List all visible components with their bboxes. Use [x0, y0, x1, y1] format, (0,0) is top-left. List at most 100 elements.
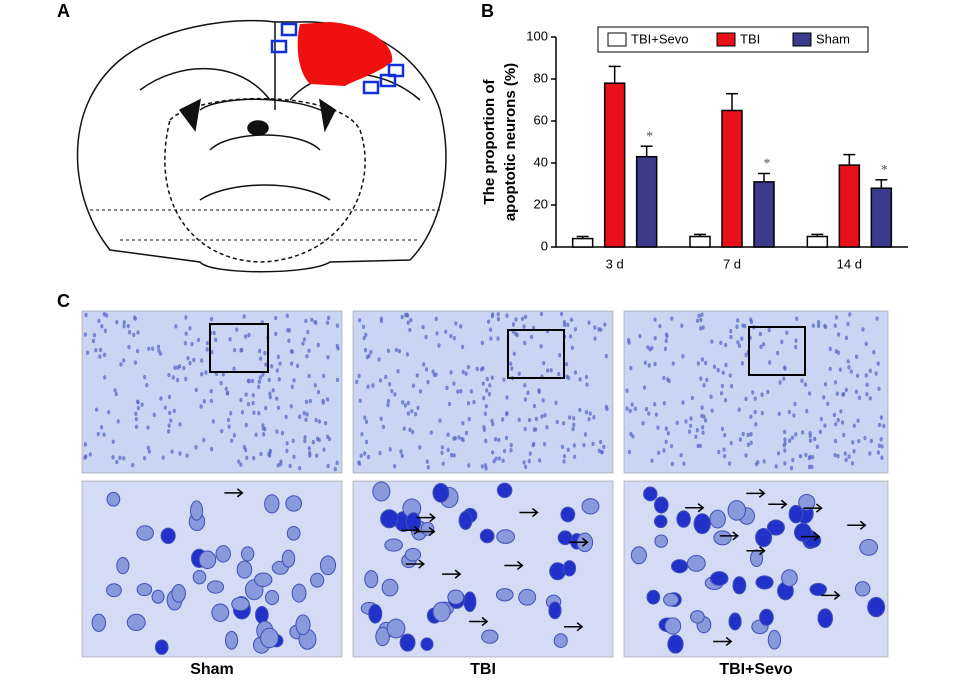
cell	[699, 317, 703, 323]
cell	[646, 345, 650, 350]
cell	[847, 454, 851, 459]
cell	[795, 316, 799, 321]
cell	[749, 432, 753, 437]
neuron	[285, 495, 303, 512]
neuron	[458, 510, 473, 530]
neuron	[496, 529, 516, 544]
cell	[597, 448, 601, 453]
cell	[244, 422, 248, 428]
cell	[167, 429, 171, 434]
cell	[302, 337, 307, 342]
cell	[406, 400, 410, 406]
cell	[252, 410, 256, 415]
cell	[103, 328, 107, 334]
x-tick-label: 7 d	[723, 256, 741, 271]
cell	[554, 400, 558, 406]
cell	[723, 432, 727, 438]
cell	[461, 421, 465, 426]
cell	[604, 353, 608, 359]
cell	[136, 399, 140, 404]
neuron	[686, 555, 706, 572]
cell	[210, 447, 214, 452]
cell	[517, 371, 521, 376]
neuron	[854, 581, 871, 597]
neuron	[463, 591, 477, 613]
cell	[275, 429, 279, 434]
cell	[838, 367, 842, 372]
cell	[461, 437, 465, 443]
cell	[263, 350, 267, 356]
cell	[844, 335, 849, 341]
cell	[209, 398, 213, 404]
cell	[823, 382, 828, 387]
cell	[514, 331, 518, 337]
cell	[276, 405, 281, 410]
legend-label: Sham	[816, 31, 850, 46]
neuron	[432, 483, 450, 503]
legend-swatch	[716, 32, 736, 47]
neuron	[116, 556, 130, 575]
cell	[378, 450, 382, 456]
cell	[378, 378, 383, 383]
cell	[855, 373, 860, 378]
cell	[794, 344, 798, 350]
cell	[126, 323, 130, 329]
cell	[171, 375, 176, 380]
cell	[84, 454, 88, 459]
cell	[875, 316, 879, 321]
cell	[505, 410, 509, 416]
cell	[482, 427, 486, 432]
cell	[233, 347, 237, 353]
cell	[386, 348, 391, 353]
cell	[118, 455, 122, 461]
neuron	[211, 603, 230, 622]
cell	[232, 366, 236, 371]
cell	[882, 423, 886, 429]
cell	[325, 397, 330, 402]
cell	[446, 432, 450, 437]
cell	[528, 451, 532, 456]
cell	[857, 438, 861, 444]
cell	[325, 320, 330, 326]
cell	[776, 350, 780, 356]
cell	[570, 317, 574, 322]
neuron	[380, 509, 399, 529]
cell	[641, 421, 645, 426]
cell	[587, 320, 591, 325]
cell	[878, 422, 882, 428]
cell	[777, 411, 781, 417]
cell	[183, 341, 187, 346]
cell	[523, 383, 527, 388]
cell	[91, 338, 96, 344]
y-tick-label: 0	[541, 238, 548, 253]
cell	[819, 416, 823, 422]
cell	[527, 417, 532, 423]
x-tick-label: 14 d	[837, 256, 862, 271]
cell	[200, 358, 204, 363]
neuron	[215, 545, 231, 563]
cell	[836, 350, 841, 355]
cell	[566, 447, 570, 453]
cell	[531, 325, 536, 331]
neuron	[286, 526, 301, 541]
cell	[416, 405, 420, 411]
neuron	[553, 633, 568, 648]
cell	[335, 377, 340, 383]
cell	[638, 334, 642, 339]
cell	[326, 315, 331, 321]
bar	[571, 237, 594, 248]
cell	[877, 443, 881, 448]
cell	[174, 324, 178, 329]
neuron	[255, 605, 269, 624]
cell	[228, 336, 232, 342]
cell	[804, 452, 808, 458]
arrow	[416, 513, 436, 523]
cell	[701, 430, 705, 435]
cell	[257, 379, 262, 384]
cell	[480, 340, 484, 346]
cell	[239, 397, 243, 403]
cell	[393, 392, 397, 397]
cell	[766, 389, 770, 395]
neuron	[192, 569, 207, 585]
cell	[540, 414, 544, 419]
